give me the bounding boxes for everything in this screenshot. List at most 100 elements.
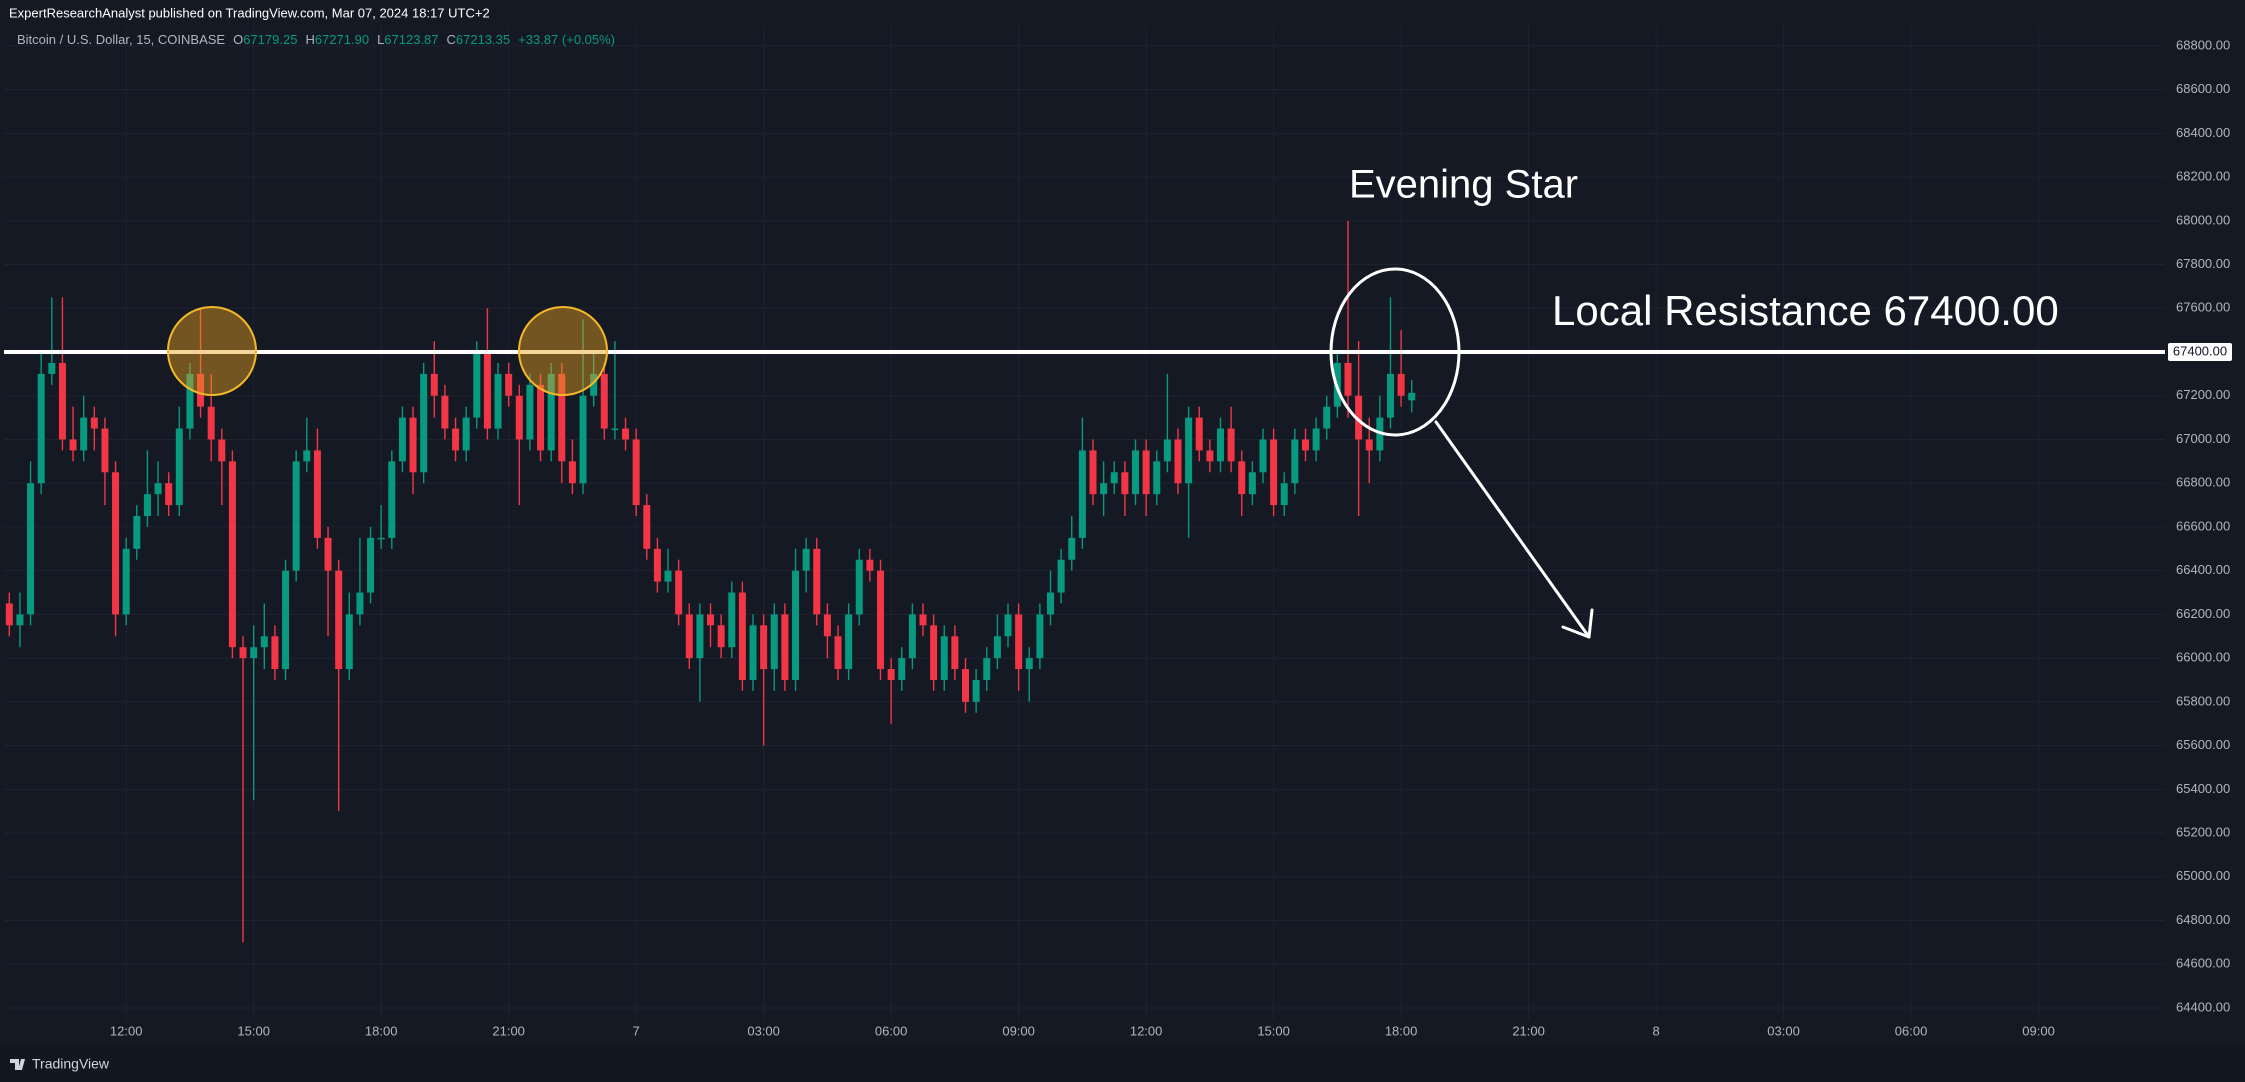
symbol-header: Bitcoin / U.S. Dollar, 15, COINBASE O6717… [17,32,615,47]
x-tick-label: 21:00 [492,1023,525,1038]
x-tick-label: 18:00 [1385,1023,1418,1038]
candle-body [1153,461,1161,495]
candle-body [675,570,683,615]
candle-body [1312,428,1320,451]
y-tick-label: 64400.00 [2176,999,2230,1014]
x-tick-label: 7 [633,1023,640,1038]
y-tick-label: 68000.00 [2176,212,2230,227]
ohlc-key: C [447,32,456,47]
ohlc-value: 67271.90 [315,32,369,47]
candle-body [122,548,130,615]
candle-body [1100,483,1108,495]
candle-body [537,384,545,451]
y-tick-label: 66600.00 [2176,518,2230,533]
candle-body [282,570,290,670]
candle-body [58,362,66,440]
y-tick-label: 67200.00 [2176,387,2230,402]
highlight-circle [167,306,257,396]
candles [4,220,2165,943]
candle-body [1238,461,1246,495]
candle-body [855,559,863,615]
candle-body [1365,439,1373,451]
candle-body [877,570,885,670]
candle-body [175,428,183,506]
candle-body [972,679,980,702]
logo [10,1059,25,1070]
candle-body [930,625,938,680]
y-tick-label: 64800.00 [2176,912,2230,927]
candle-body [420,373,428,473]
candle-body [494,373,502,429]
y-tick-label: 66800.00 [2176,475,2230,490]
candle-body [1142,450,1150,495]
candle-body [48,362,56,374]
footer-bar [0,1046,2245,1082]
candle-body [1270,439,1278,506]
candle-body [441,395,449,429]
candle-body [834,636,842,670]
candle-body [1206,450,1214,462]
candle-body [207,406,215,440]
candle-body [101,428,109,473]
x-tick-label: 18:00 [365,1023,398,1038]
x-tick-label: 09:00 [1002,1023,1035,1038]
x-tick-label: 21:00 [1512,1023,1545,1038]
candle-body [398,417,406,462]
candle-body [69,439,77,451]
x-tick-label: 15:00 [1257,1023,1290,1038]
candle-body [1259,439,1267,473]
candle-body [1068,537,1076,560]
candle-body [866,559,874,571]
candle-body [324,537,332,571]
candle-body [547,373,555,451]
candle-body [409,417,417,473]
ohlc-key: H [305,32,314,47]
candle-body [186,373,194,429]
candle-body [1344,362,1352,396]
candle-body [303,450,311,462]
candle-body [792,570,800,680]
candle-body [1323,406,1331,429]
candle-body [1015,614,1023,670]
y-tick-label: 68600.00 [2176,81,2230,96]
arrow [1434,420,1594,639]
candle-body [1386,373,1394,418]
change: +33.87 (+0.05%) [518,32,615,47]
y-tick-label: 66000.00 [2176,650,2230,665]
candle-body [313,450,321,538]
candle-body [473,352,481,418]
y-tick-label: 68400.00 [2176,125,2230,140]
y-tick-label: 65200.00 [2176,824,2230,839]
annotation: Evening Star [1349,163,1578,207]
candle-body [27,483,35,615]
candle-body [197,373,205,407]
candle-body [335,570,343,670]
candle-body [271,636,279,670]
candle-body [1163,439,1171,462]
candle-body [515,395,523,440]
candle-body [738,592,746,680]
candle-body [80,417,88,451]
publisher: ExpertResearchAnalyst published on Tradi… [9,5,490,20]
candle-body [760,625,768,670]
candle-body [1057,559,1065,593]
y-tick-label: 68200.00 [2176,169,2230,184]
candle-body [430,373,438,396]
overlay: Evening Star Local Resistance 67400.00 [167,163,2059,639]
candle-body [526,384,534,440]
y-tick-label: 65400.00 [2176,781,2230,796]
candle-body [1291,439,1299,484]
candle-body [112,472,120,615]
y-tick-label: 67000.00 [2176,431,2230,446]
x-tick-label: 15:00 [237,1023,270,1038]
y-tick-label: 65000.00 [2176,868,2230,883]
candle-body [813,548,821,615]
candle-body [600,373,608,429]
candle-body [568,461,576,484]
candle-body [345,614,353,670]
candle-body [1216,428,1224,462]
candle-body [292,461,300,571]
ohlc-value: 67179.25 [243,32,297,47]
x-tick-label: 09:00 [2022,1023,2055,1038]
